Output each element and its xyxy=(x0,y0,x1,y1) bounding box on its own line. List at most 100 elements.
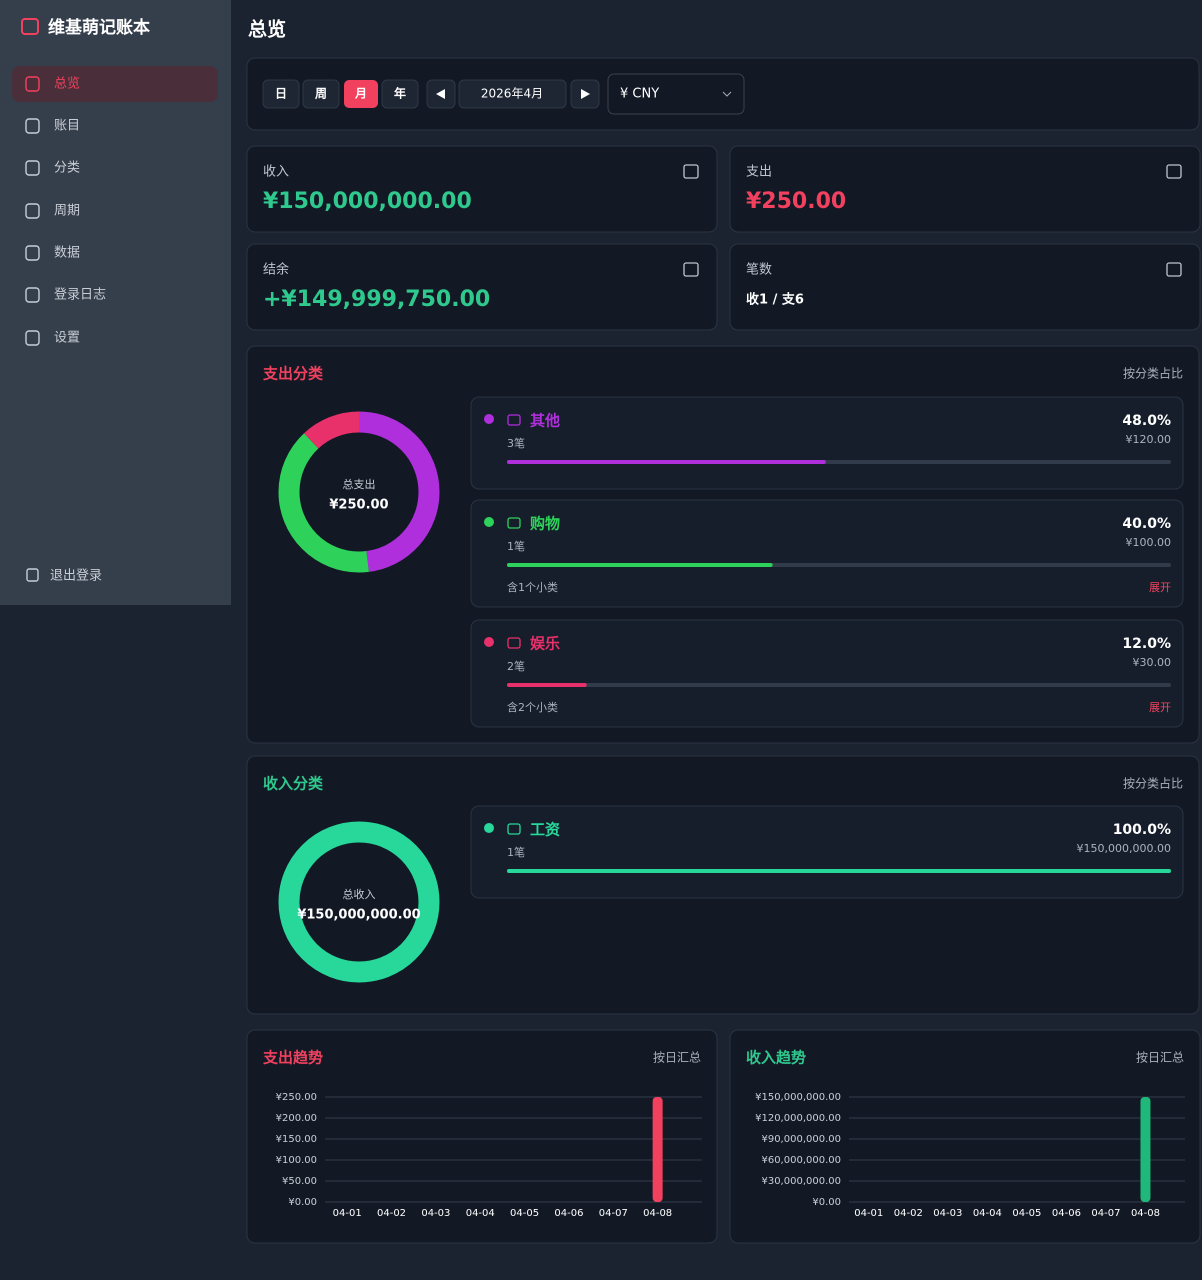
nav-item[interactable]: 账目 xyxy=(54,119,80,134)
chart-note: 按日汇总 xyxy=(653,1051,701,1065)
date-box xyxy=(458,79,567,109)
summary-value: ¥250.00 xyxy=(746,189,846,214)
nav-icon xyxy=(25,330,40,346)
chart-title: 支出趋势 xyxy=(262,1049,323,1067)
category-name: 其他 xyxy=(530,412,560,430)
category-count: 3笔 xyxy=(507,436,525,450)
card xyxy=(246,243,718,331)
x-tick-label: 04-02 xyxy=(894,1208,923,1219)
category-count: 1笔 xyxy=(507,539,525,553)
summary-label: 支出 xyxy=(746,165,772,180)
prev-arrow xyxy=(436,89,445,99)
x-tick-label: 04-04 xyxy=(466,1208,495,1219)
category-percent: 48.0% xyxy=(1122,413,1171,429)
chart-note: 按日汇总 xyxy=(1136,1051,1184,1065)
period-button[interactable] xyxy=(262,79,300,109)
nav-icon xyxy=(25,245,40,261)
category-percent: 40.0% xyxy=(1122,516,1171,532)
progress-bar xyxy=(507,683,587,687)
summary-icon xyxy=(1166,164,1182,179)
nav-icon xyxy=(25,118,40,134)
y-tick-label: ¥250.00 xyxy=(276,1092,317,1103)
card xyxy=(729,1029,1201,1244)
summary-label: 笔数 xyxy=(746,262,772,278)
donut-value: ¥250.00 xyxy=(329,498,388,513)
period-label: 日 xyxy=(275,87,287,101)
x-tick-label: 04-02 xyxy=(377,1208,406,1219)
x-tick-label: 04-08 xyxy=(643,1208,672,1219)
card xyxy=(246,145,718,233)
x-tick-label: 04-07 xyxy=(599,1208,628,1219)
nav-item[interactable]: 登录日志 xyxy=(54,288,106,303)
subcategory-note: 含2个小类 xyxy=(507,700,558,714)
currency-select[interactable] xyxy=(607,73,745,115)
x-tick-label: 04-06 xyxy=(554,1208,583,1219)
category-item xyxy=(470,805,1184,899)
period-button[interactable] xyxy=(344,80,378,108)
summary-icon xyxy=(683,164,699,179)
summary-label: 收入 xyxy=(263,165,289,180)
nav-item[interactable]: 数据 xyxy=(54,246,80,261)
nav-icon xyxy=(25,160,40,176)
nav-item[interactable]: 分类 xyxy=(54,161,80,176)
expand-link[interactable]: 展开 xyxy=(1149,701,1171,714)
progress-bar xyxy=(507,563,773,567)
next-arrow xyxy=(581,89,590,99)
period-label: 月 xyxy=(354,87,367,101)
y-tick-label: ¥100.00 xyxy=(276,1155,317,1166)
category-dot xyxy=(484,414,494,424)
donut-label: 总支出 xyxy=(343,477,376,491)
bar xyxy=(1140,1097,1151,1202)
expand-link[interactable]: 展开 xyxy=(1149,581,1171,594)
section-note: 按分类占比 xyxy=(1123,366,1183,381)
brand-icon xyxy=(21,18,39,35)
x-tick-label: 04-06 xyxy=(1052,1208,1081,1219)
category-dot xyxy=(484,637,494,647)
category-amount: ¥120.00 xyxy=(1126,433,1172,446)
y-tick-label: ¥0.00 xyxy=(812,1197,841,1208)
category-percent: 12.0% xyxy=(1122,636,1171,652)
nav-item[interactable]: 设置 xyxy=(54,331,80,346)
category-count: 1笔 xyxy=(507,845,525,859)
category-item xyxy=(470,396,1184,490)
progress-track xyxy=(507,683,1171,687)
period-button[interactable] xyxy=(302,79,340,109)
summary-label: 结余 xyxy=(263,262,289,278)
donut-segment xyxy=(278,411,440,573)
nav-icon xyxy=(25,203,40,219)
summary-value: ¥150,000,000.00 xyxy=(263,189,472,214)
card xyxy=(729,145,1201,233)
logout[interactable]: 退出登录 xyxy=(50,569,102,584)
nav-item[interactable]: 周期 xyxy=(54,204,80,219)
date: 2026年4月 xyxy=(481,87,543,101)
logout-icon xyxy=(26,568,39,582)
x-tick-label: 04-08 xyxy=(1131,1208,1160,1219)
x-tick-label: 04-01 xyxy=(333,1208,362,1219)
nav-icon xyxy=(25,76,40,92)
section-title: 支出分类 xyxy=(262,365,324,383)
x-tick-label: 04-04 xyxy=(973,1208,1002,1219)
brand: 维基萌记账本 xyxy=(48,17,150,38)
bar xyxy=(652,1097,663,1202)
x-tick-label: 04-05 xyxy=(1012,1208,1041,1219)
nav-item[interactable]: 总览 xyxy=(54,76,80,92)
progress-bar xyxy=(507,460,826,464)
donut-value: ¥150,000,000.00 xyxy=(297,908,420,923)
period-button[interactable] xyxy=(381,79,419,109)
category-amount: ¥100.00 xyxy=(1126,536,1172,549)
nav-icon xyxy=(25,287,40,303)
category-item xyxy=(470,619,1184,728)
category-amount: ¥150,000,000.00 xyxy=(1077,842,1171,855)
category-count: 2笔 xyxy=(507,659,525,673)
y-tick-label: ¥150,000,000.00 xyxy=(755,1092,841,1103)
subcategory-note: 含1个小类 xyxy=(507,580,558,594)
y-tick-label: ¥90,000,000.00 xyxy=(761,1134,841,1145)
category-amount: ¥30.00 xyxy=(1133,656,1172,669)
y-tick-label: ¥30,000,000.00 xyxy=(761,1176,841,1187)
summary-icon xyxy=(683,262,699,277)
period-label: 周 xyxy=(315,87,327,101)
chart-title: 收入趋势 xyxy=(746,1049,806,1067)
card xyxy=(729,243,1201,331)
y-tick-label: ¥60,000,000.00 xyxy=(761,1155,841,1166)
category-item xyxy=(470,499,1184,608)
